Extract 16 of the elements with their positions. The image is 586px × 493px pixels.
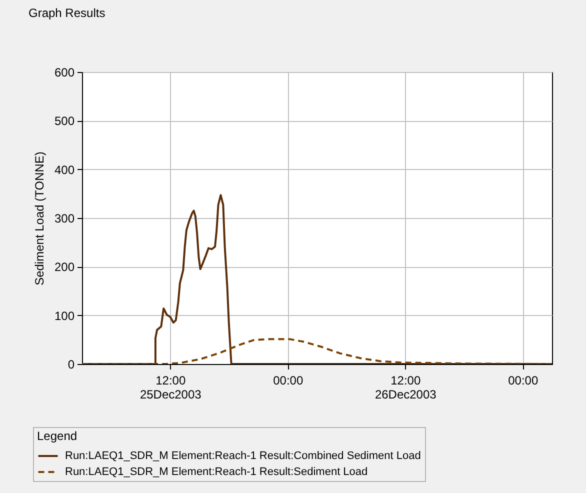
x-tick-label: 12:00 25Dec2003 [140,374,202,402]
x-tick-label: 12:00 26Dec2003 [374,374,437,402]
legend-label: Run:LAEQ1_SDR_M Element:Reach-1 Result:Combined Sediment Load [65,450,421,462]
y-tick-label: 300 [54,212,75,226]
x-tick-label: 00:00 [508,374,538,388]
legend-title: Legend [37,429,78,443]
y-tick-label: 600 [54,66,75,80]
y-tick-label: 200 [54,260,75,274]
y-tick-label: 500 [54,114,75,128]
y-tick-label: 0 [68,358,75,372]
x-tick-label: 00:00 [273,374,304,388]
y-tick-label: 400 [54,162,75,177]
chart-title: Graph Results [28,6,106,20]
legend-label: Run:LAEQ1_SDR_M Element:Reach-1 Result:Sediment Load [65,466,368,478]
y-tick-label: 100 [54,308,75,323]
y-axis-title: Sediment Load (TONNE) [32,152,46,286]
